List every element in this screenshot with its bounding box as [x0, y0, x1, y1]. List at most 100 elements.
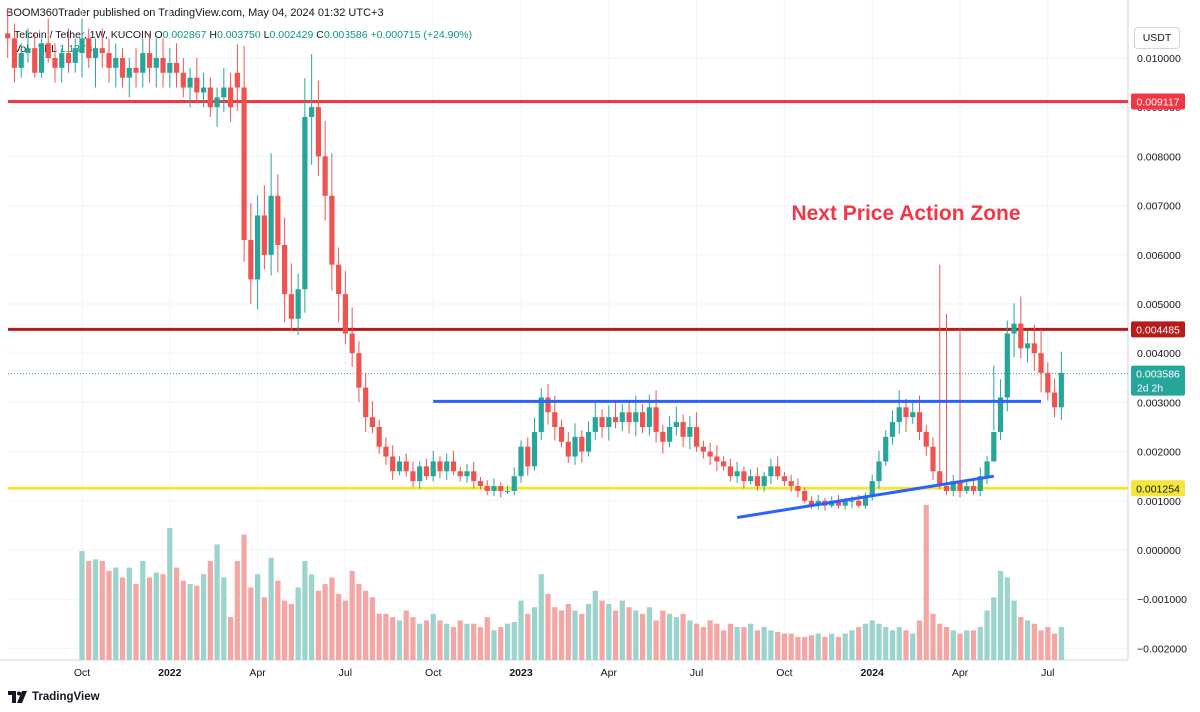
volume-bar: [194, 585, 200, 660]
candle-body: [1011, 323, 1017, 334]
candle-body: [146, 53, 153, 68]
open-label: O: [154, 29, 163, 41]
candle-body: [45, 43, 51, 58]
volume-bar: [1018, 617, 1024, 660]
candle-body: [38, 43, 45, 73]
volume-bar: [457, 620, 463, 660]
time-tick-label: Jul: [1041, 667, 1054, 679]
candle-body: [707, 451, 713, 457]
volume-bar: [477, 627, 484, 660]
volume-bar: [734, 627, 740, 660]
volume-bar: [1051, 633, 1058, 660]
volume-bar: [92, 559, 99, 660]
volume-bar: [707, 620, 713, 660]
candle-body: [795, 486, 801, 491]
time-tick-label: Apr: [601, 667, 618, 679]
volume-bar: [1024, 620, 1031, 660]
volume-bar: [430, 613, 436, 660]
candle-body: [1045, 372, 1051, 393]
price-tick-label: 0.010000: [1137, 53, 1181, 65]
volume-bar: [86, 561, 92, 660]
candle-body: [376, 427, 382, 447]
volume-bar: [255, 574, 261, 660]
volume-bar: [579, 613, 585, 660]
candle-body: [268, 195, 274, 255]
volume-bar: [997, 570, 1004, 660]
volume-bar: [1031, 623, 1037, 660]
candle-body: [862, 495, 869, 506]
countdown-label: 2d 2h: [1137, 383, 1163, 395]
volume-bar: [829, 633, 835, 660]
candle-body: [957, 481, 963, 491]
candle-body: [491, 486, 497, 491]
currency-button[interactable]: USDT: [1134, 27, 1180, 49]
volume-bar: [694, 623, 700, 660]
tradingview-logo[interactable]: TradingView: [8, 691, 100, 703]
candle-body: [930, 446, 936, 472]
time-tick-label: Apr: [952, 667, 969, 679]
candle-body: [721, 461, 727, 467]
change-value: +0.000715 (+24.90%): [370, 29, 473, 41]
volume-bar: [464, 623, 470, 660]
candle-body: [673, 422, 679, 427]
last-price-label: 0.003586: [1136, 369, 1180, 381]
candle-body: [876, 461, 882, 482]
volume-bar: [808, 635, 815, 660]
candle-body: [775, 466, 781, 477]
annotation-next-price-action-zone: Next Price Action Zone: [791, 202, 1020, 225]
volume-bar: [227, 617, 234, 660]
candle-body: [86, 38, 92, 58]
candle-body: [504, 490, 511, 492]
candle-body: [950, 481, 956, 491]
volume-bar: [545, 594, 551, 660]
volume-bar: [592, 590, 598, 660]
candle-body: [943, 486, 950, 491]
candle-body: [52, 58, 58, 68]
candle-body: [525, 446, 531, 467]
candle-body: [234, 72, 240, 88]
candle-body: [417, 466, 423, 482]
volume-bar: [187, 584, 193, 660]
volume-bar: [349, 570, 355, 660]
candle-body: [187, 77, 193, 88]
candle-body: [606, 417, 612, 427]
volume-bar: [214, 544, 220, 660]
volume-bar: [957, 633, 963, 660]
volume-bar: [869, 620, 875, 660]
candle-body: [761, 476, 767, 487]
volume-bar: [896, 627, 902, 660]
volume-bar: [883, 627, 889, 660]
volume-bar: [781, 633, 788, 660]
candle-body: [734, 471, 740, 477]
volume-bar: [390, 617, 396, 660]
candle-body: [255, 215, 261, 280]
volume-bar: [633, 610, 639, 660]
volume-bar: [207, 561, 213, 660]
candle-body: [1004, 333, 1010, 398]
candle-body: [65, 53, 72, 63]
volume-bar: [356, 584, 362, 660]
time-tick-label: Jul: [690, 667, 703, 679]
price-tick-label: 0.001000: [1137, 496, 1181, 508]
volume-bar: [315, 590, 321, 660]
candle-body: [248, 240, 254, 280]
candle-body: [363, 387, 369, 418]
time-tick-label: Oct: [425, 667, 441, 679]
price-tick-label: 0.008000: [1137, 151, 1181, 163]
volume-bar: [525, 613, 531, 660]
volume-bar: [79, 551, 85, 660]
volume-bar: [106, 570, 112, 660]
candle-body: [633, 412, 639, 423]
volume-bar: [930, 613, 936, 660]
time-tick-label: 2022: [158, 667, 182, 679]
volume-bar: [923, 504, 929, 660]
candle-body: [309, 107, 315, 118]
candle-body: [342, 294, 349, 334]
price-tick-label: −0.002000: [1137, 643, 1187, 655]
candle-body: [781, 476, 788, 482]
candle-body: [315, 107, 321, 157]
candle-body: [221, 87, 227, 98]
candle-body: [302, 117, 308, 290]
candle-body: [585, 431, 592, 452]
